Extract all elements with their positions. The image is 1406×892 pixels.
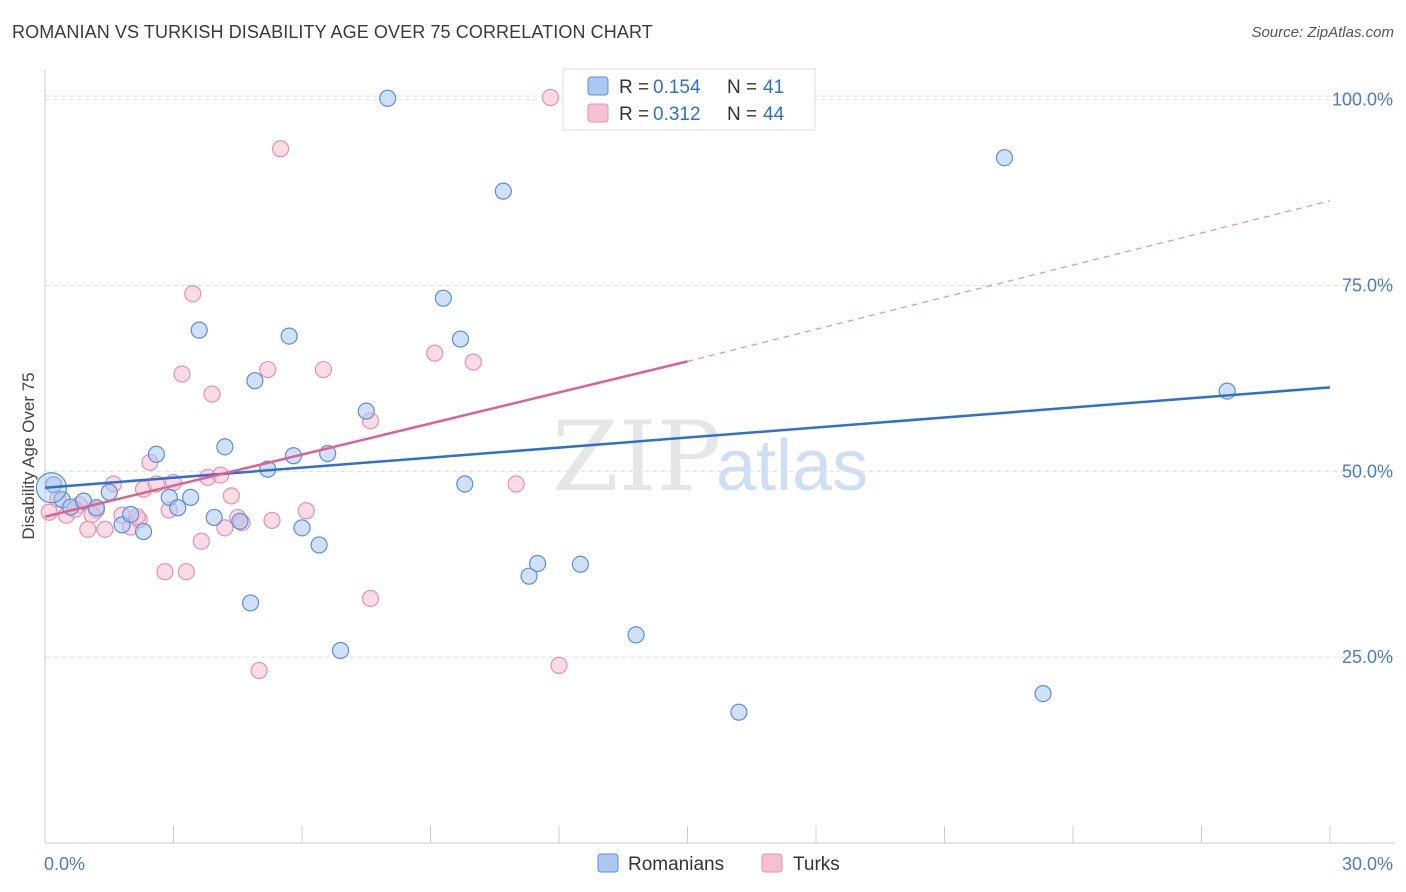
chart-title: ROMANIAN VS TURKISH DISABILITY AGE OVER … — [12, 22, 653, 42]
turks-r-label: R = — [619, 104, 649, 125]
romanians-point — [451, 330, 470, 348]
romanians-n-value: 41 — [763, 77, 784, 98]
turks-point — [426, 344, 444, 362]
romanians-point — [190, 321, 208, 339]
romanians-point — [147, 445, 165, 463]
turks-point — [96, 520, 114, 538]
romanians-point — [434, 289, 452, 307]
romanians-point — [216, 438, 234, 456]
y-axis-label: Disability Age Over 75 — [19, 372, 38, 539]
turks-point — [250, 661, 268, 680]
turks-point — [361, 589, 380, 608]
turks-point — [192, 532, 210, 550]
x-tick-label: 30.0% — [1342, 854, 1393, 874]
romanians-point — [169, 499, 187, 517]
turks-swatch — [761, 853, 783, 873]
romanians-r-value: 0.154 — [653, 77, 701, 98]
turks-point — [173, 365, 191, 383]
turks-r-value: 0.312 — [653, 104, 701, 125]
turks-point — [507, 475, 525, 493]
romanians-r-label: R = — [619, 77, 649, 98]
romanians-point — [310, 536, 328, 554]
romanians-point — [520, 567, 538, 585]
turks-n-value: 44 — [763, 104, 785, 125]
stats-legend: R = 0.154 N = 41 R = 0.312 N = 44 — [562, 68, 816, 131]
romanians-point — [730, 703, 748, 721]
turks-n-label: N = — [727, 104, 757, 125]
romanians-point — [494, 182, 512, 200]
romanians-point — [331, 641, 350, 660]
watermark-atlas: atlas — [716, 426, 868, 506]
x-tick-labels: 0.0% 30.0% — [44, 854, 1393, 874]
turks-legend-label: Turks — [793, 854, 840, 875]
romanians-legend-swatch — [587, 76, 609, 96]
romanians-point — [528, 554, 547, 573]
romanians-swatch — [597, 853, 619, 873]
watermark-zip: ZIP — [552, 401, 721, 513]
turks-trend-line — [44, 360, 688, 518]
turks-point — [297, 502, 315, 520]
romanians-point — [205, 508, 223, 527]
romanians-point — [357, 402, 375, 420]
watermark: ZIP atlas — [552, 401, 868, 513]
romanians-trend-line — [44, 386, 1331, 489]
y-tick-label: 75.0% — [1342, 276, 1393, 296]
y-tick-label: 100.0% — [1332, 90, 1393, 110]
romanians-point — [995, 149, 1014, 167]
y-tick-labels: 25.0% 50.0% 75.0% 100.0% — [1332, 90, 1393, 667]
turks-point — [184, 285, 202, 303]
turks-point — [541, 88, 560, 107]
romanians-legend-label: Romanians — [628, 854, 724, 875]
romanians-point — [571, 555, 590, 573]
romanians-point — [100, 483, 118, 501]
series-legend: Romanians Turks — [597, 853, 840, 875]
turks-point — [156, 563, 174, 581]
x-tick-label: 0.0% — [44, 854, 85, 874]
romanians-point — [293, 519, 311, 537]
romanians-point — [231, 512, 249, 530]
romanians-point — [280, 327, 298, 345]
turks-point — [177, 563, 195, 581]
romanians-series — [35, 89, 1236, 721]
romanians-n-label: N = — [727, 77, 757, 98]
turks-point — [79, 520, 97, 538]
y-tick-label: 50.0% — [1342, 461, 1393, 481]
romanians-point — [122, 505, 140, 524]
romanians-point — [246, 372, 264, 390]
romanians-point — [379, 89, 397, 107]
source-label: Source: ZipAtlas.com — [1251, 24, 1394, 41]
turks-point — [314, 360, 333, 379]
romanians-point — [1034, 685, 1052, 703]
romanians-point — [134, 522, 153, 541]
turks-point — [40, 503, 58, 521]
romanians-point — [456, 475, 474, 493]
turks-point — [464, 353, 482, 371]
romanians-point — [44, 476, 63, 494]
romanians-point — [627, 626, 645, 644]
turks-point — [203, 385, 221, 403]
turks-point — [263, 511, 281, 530]
turks-point — [259, 360, 277, 379]
romanians-point — [242, 594, 260, 612]
turks-point — [222, 487, 240, 505]
turks-point — [271, 140, 290, 158]
turks-point — [550, 656, 568, 674]
y-tick-label: 25.0% — [1342, 647, 1393, 667]
turks-trend-line-extension — [687, 200, 1331, 362]
axes — [44, 70, 1395, 844]
turks-point — [216, 519, 234, 537]
romanians-point — [182, 488, 200, 506]
trend-lines — [44, 200, 1331, 518]
turks-legend-swatch — [587, 103, 609, 123]
turks-series — [40, 88, 568, 680]
